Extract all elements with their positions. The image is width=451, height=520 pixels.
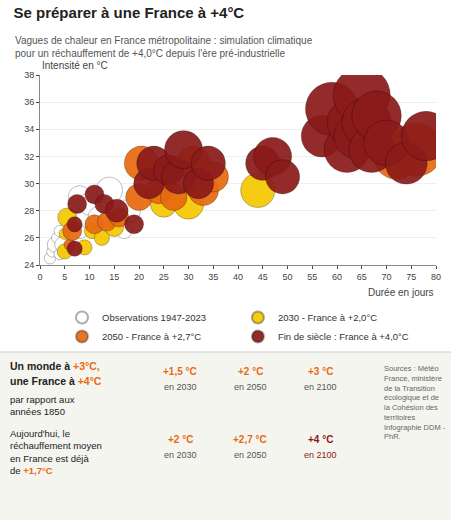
svg-text:65: 65 [357, 272, 367, 282]
svg-text:Un monde à +3°C,: Un monde à +3°C, [10, 360, 100, 372]
svg-text:+4 °C: +4 °C [308, 434, 333, 445]
svg-text:2050 - France à +2,7°C: 2050 - France à +2,7°C [102, 331, 201, 342]
svg-text:en 2050: en 2050 [234, 382, 267, 392]
svg-text:+2 °C: +2 °C [238, 366, 263, 377]
svg-text:en 2100: en 2100 [304, 382, 337, 392]
svg-text:36: 36 [24, 97, 34, 107]
svg-text:45: 45 [258, 272, 268, 282]
svg-text:30: 30 [24, 179, 34, 189]
svg-text:une France à +4°C: une France à +4°C [10, 375, 102, 387]
svg-text:Fin de siècle : France à +4,0°: Fin de siècle : France à +4,0°C [278, 331, 409, 342]
svg-text:+1,5 °C: +1,5 °C [163, 366, 197, 377]
svg-text:38: 38 [24, 70, 34, 80]
svg-text:Durée en jours: Durée en jours [368, 287, 434, 298]
svg-text:55: 55 [307, 272, 317, 282]
svg-text:2030 - France à +2,0°C: 2030 - France à +2,0°C [278, 312, 377, 323]
svg-text:0: 0 [37, 272, 42, 282]
svg-text:Se préparer à une France à +4°: Se préparer à une France à +4°C [14, 4, 245, 21]
svg-text:25: 25 [159, 272, 169, 282]
svg-text:28: 28 [24, 206, 34, 216]
svg-text:40: 40 [233, 272, 243, 282]
svg-text:20: 20 [134, 272, 144, 282]
svg-text:+2 °C: +2 °C [168, 434, 193, 445]
svg-text:75: 75 [406, 272, 416, 282]
svg-text:70: 70 [381, 272, 391, 282]
svg-text:Observations 1947-2023: Observations 1947-2023 [102, 312, 206, 323]
svg-text:Vagues de chaleur en France mé: Vagues de chaleur en France métropolitai… [15, 35, 313, 59]
svg-text:15: 15 [109, 272, 119, 282]
svg-text:50: 50 [282, 272, 292, 282]
svg-text:30: 30 [183, 272, 193, 282]
svg-text:en 2030: en 2030 [164, 450, 197, 460]
svg-text:10: 10 [84, 272, 94, 282]
svg-text:en 2050: en 2050 [234, 450, 267, 460]
svg-text:Intensité en °C: Intensité en °C [42, 60, 108, 71]
svg-text:Sources : MétéoFrance, ministè: Sources : MétéoFrance, ministèrede la Tr… [384, 364, 446, 441]
svg-text:35: 35 [208, 272, 218, 282]
svg-text:en 2030: en 2030 [164, 382, 197, 392]
svg-text:+3 °C: +3 °C [308, 366, 333, 377]
svg-text:24: 24 [24, 260, 34, 270]
svg-text:26: 26 [24, 233, 34, 243]
svg-text:Aujourd'hui, leréchauffement m: Aujourd'hui, leréchauffement moyenen Fra… [10, 428, 102, 476]
svg-text:34: 34 [24, 124, 34, 134]
svg-text:+2,7 °C: +2,7 °C [233, 434, 267, 445]
svg-text:5: 5 [62, 272, 67, 282]
svg-text:en 2100: en 2100 [304, 450, 337, 460]
svg-text:80: 80 [431, 272, 441, 282]
svg-text:60: 60 [332, 272, 342, 282]
svg-text:32: 32 [24, 152, 34, 162]
svg-text:par rapport auxannées 1850: par rapport auxannées 1850 [10, 394, 75, 417]
